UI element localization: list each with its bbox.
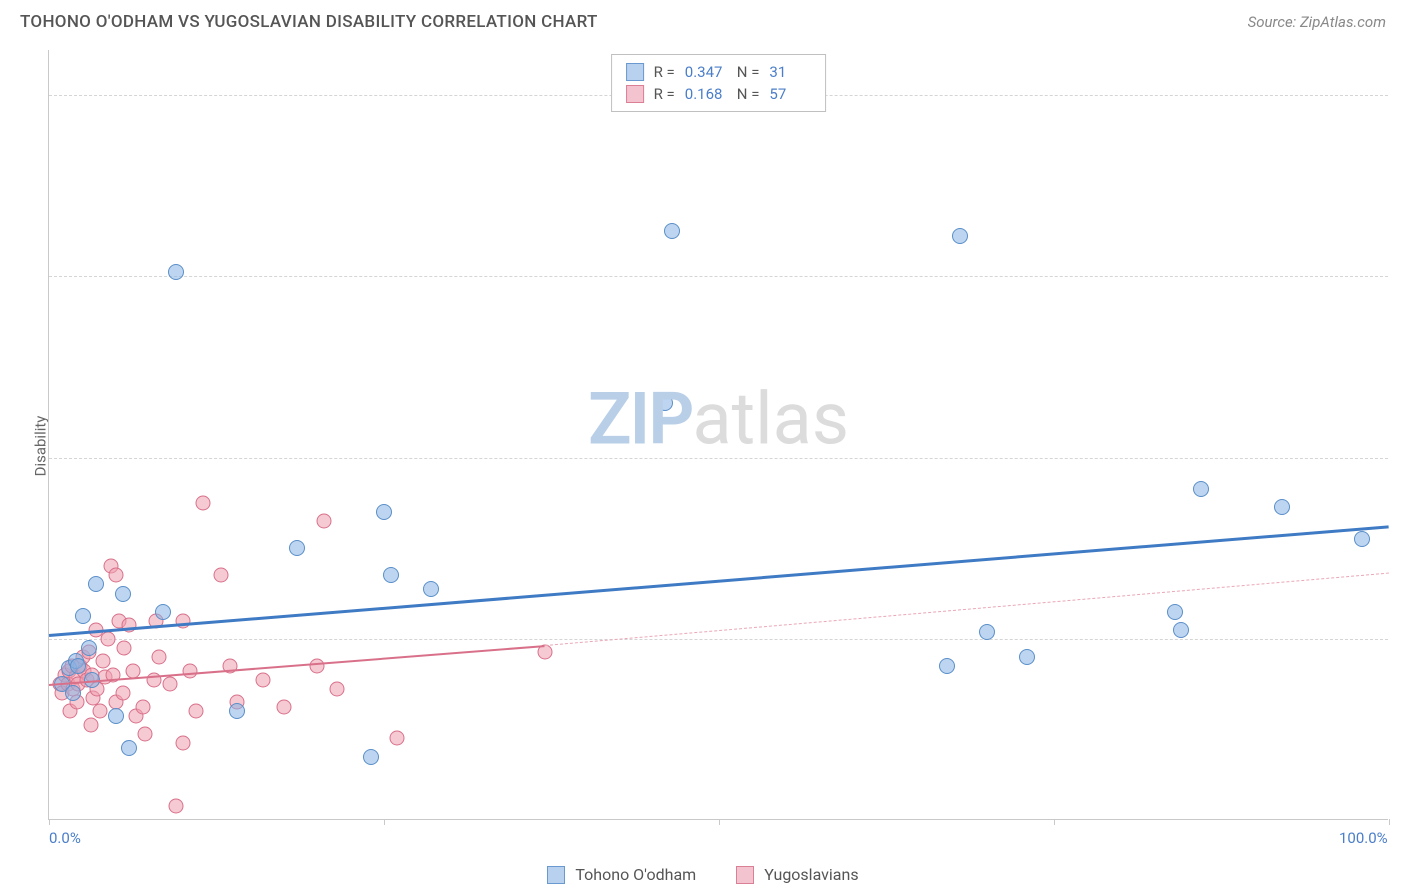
legend-label-yugo: Yugoslavians [764,865,858,884]
data-point [423,581,439,597]
data-point [1173,622,1189,638]
watermark-part2: atlas [692,377,849,462]
data-point [135,699,150,714]
legend-label-tohono: Tohono O'odham [575,865,696,884]
y-tick-label: 60.0% [1396,267,1406,285]
data-point [115,686,130,701]
source-label: Source: ZipAtlas.com [1248,13,1386,31]
r-label: R = [654,85,675,103]
data-point [289,540,305,556]
data-point [121,740,137,756]
data-point [664,223,680,239]
data-point [1019,649,1035,665]
correlation-legend: R = 0.347 N = 31 R = 0.168 N = 57 [611,54,827,112]
data-point [383,567,399,583]
data-point [108,708,124,724]
data-point [939,658,955,674]
swatch-yugo [626,85,644,103]
data-point [1193,481,1209,497]
x-tick-mark [1054,819,1055,825]
data-point [229,703,245,719]
legend-row-yugo: R = 0.168 N = 57 [626,83,812,105]
data-point [952,228,968,244]
data-point [390,731,405,746]
n-label: N = [737,85,760,103]
data-point [316,514,331,529]
swatch-yugo [736,866,754,884]
data-point [176,736,191,751]
data-point [83,717,98,732]
data-point [189,704,204,719]
watermark: ZIPatlas [588,377,849,462]
n-value-tohono: 31 [769,63,811,81]
data-point [122,618,137,633]
data-point [196,495,211,510]
data-point [256,672,271,687]
gridline [49,639,1388,640]
data-point [276,699,291,714]
data-point [657,395,673,411]
x-tick-label: 100.0% [1339,829,1388,847]
data-point [169,799,184,814]
data-point [330,681,345,696]
data-point [65,685,81,701]
y-tick-label: 20.0% [1396,630,1406,648]
data-point [115,586,131,602]
data-point [310,659,325,674]
x-tick-mark [49,819,50,825]
data-point [88,576,104,592]
data-point [162,677,177,692]
data-point [126,663,141,678]
y-tick-label: 80.0% [1396,86,1406,104]
data-point [95,654,110,669]
x-tick-label: 0.0% [49,829,81,847]
r-value-yugo: 0.168 [685,85,727,103]
n-label: N = [737,63,760,81]
data-point [138,726,153,741]
legend-row-tohono: R = 0.347 N = 31 [626,61,812,83]
series-legend: Tohono O'odham Yugoslavians [0,865,1406,884]
data-point [117,640,132,655]
x-tick-mark [719,819,720,825]
data-point [1167,604,1183,620]
trendline [49,526,1389,637]
y-tick-label: 40.0% [1396,449,1406,467]
swatch-tohono [626,63,644,81]
scatter-plot-area: ZIPatlas R = 0.347 N = 31 R = 0.168 N = … [48,50,1388,820]
gridline [49,276,1388,277]
data-point [1274,499,1290,515]
data-point [213,568,228,583]
data-point [182,663,197,678]
swatch-tohono [547,866,565,884]
data-point [376,504,392,520]
data-point [75,608,91,624]
legend-item-yugo: Yugoslavians [736,865,858,884]
watermark-part1: ZIP [588,377,692,462]
data-point [979,624,995,640]
r-label: R = [654,63,675,81]
chart-title: TOHONO O'ODHAM VS YUGOSLAVIAN DISABILITY… [20,12,598,32]
data-point [155,604,171,620]
r-value-tohono: 0.347 [685,63,727,81]
data-point [100,631,115,646]
y-axis-label: Disability [31,416,49,477]
n-value-yugo: 57 [769,85,811,103]
data-point [109,568,124,583]
data-point [81,640,97,656]
x-tick-mark [384,819,385,825]
data-point [363,749,379,765]
data-point [92,704,107,719]
data-point [168,264,184,280]
gridline [49,458,1388,459]
legend-item-tohono: Tohono O'odham [547,865,696,884]
x-tick-mark [1389,819,1390,825]
data-point [70,658,86,674]
data-point [1354,531,1370,547]
data-point [151,649,166,664]
